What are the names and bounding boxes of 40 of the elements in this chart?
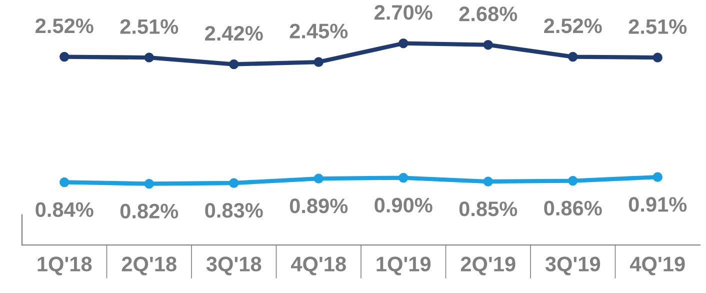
data-label: 2.52% <box>36 18 94 34</box>
point <box>60 177 70 188</box>
data-label: 0.89% <box>290 198 348 214</box>
data-label: 2.51% <box>628 19 687 34</box>
data-label: 0.86% <box>544 200 602 216</box>
data-label: 2.42% <box>205 26 263 41</box>
point <box>60 52 70 62</box>
data-label: 2.45% <box>290 24 348 38</box>
data-label: 2.70% <box>374 5 432 20</box>
point <box>144 178 154 189</box>
point <box>568 52 578 62</box>
data-label: 0.90% <box>374 198 432 213</box>
point <box>229 59 239 70</box>
x-tick-label: 2Q'19 <box>460 256 516 276</box>
point <box>652 52 662 62</box>
point <box>314 174 324 184</box>
data-label: 2.51% <box>120 19 178 34</box>
data-label: 2.68% <box>459 6 518 22</box>
x-tick-label: 3Q'18 <box>206 256 262 276</box>
x-tick-label: 2Q'18 <box>122 256 176 276</box>
point <box>398 172 408 183</box>
point <box>483 40 493 50</box>
x-tick-label: 4Q'18 <box>290 256 346 276</box>
point <box>229 178 239 188</box>
x-tick-label: 1Q'18 <box>38 256 92 276</box>
data-label: 2.52% <box>544 18 602 34</box>
data-label: 0.83% <box>205 203 263 218</box>
point <box>652 172 662 182</box>
data-label: 0.82% <box>120 204 178 219</box>
point <box>398 38 408 48</box>
data-label: 0.84% <box>36 202 94 218</box>
x-tick-label: 3Q'19 <box>545 256 600 276</box>
point <box>568 176 578 186</box>
data-label: 0.91% <box>628 197 687 212</box>
point <box>144 52 154 62</box>
point <box>314 57 324 67</box>
data-label: 0.85% <box>459 202 518 216</box>
x-tick-label: 1Q'19 <box>376 256 431 276</box>
x-tick-label: 4Q'19 <box>630 256 685 276</box>
point <box>483 176 493 186</box>
